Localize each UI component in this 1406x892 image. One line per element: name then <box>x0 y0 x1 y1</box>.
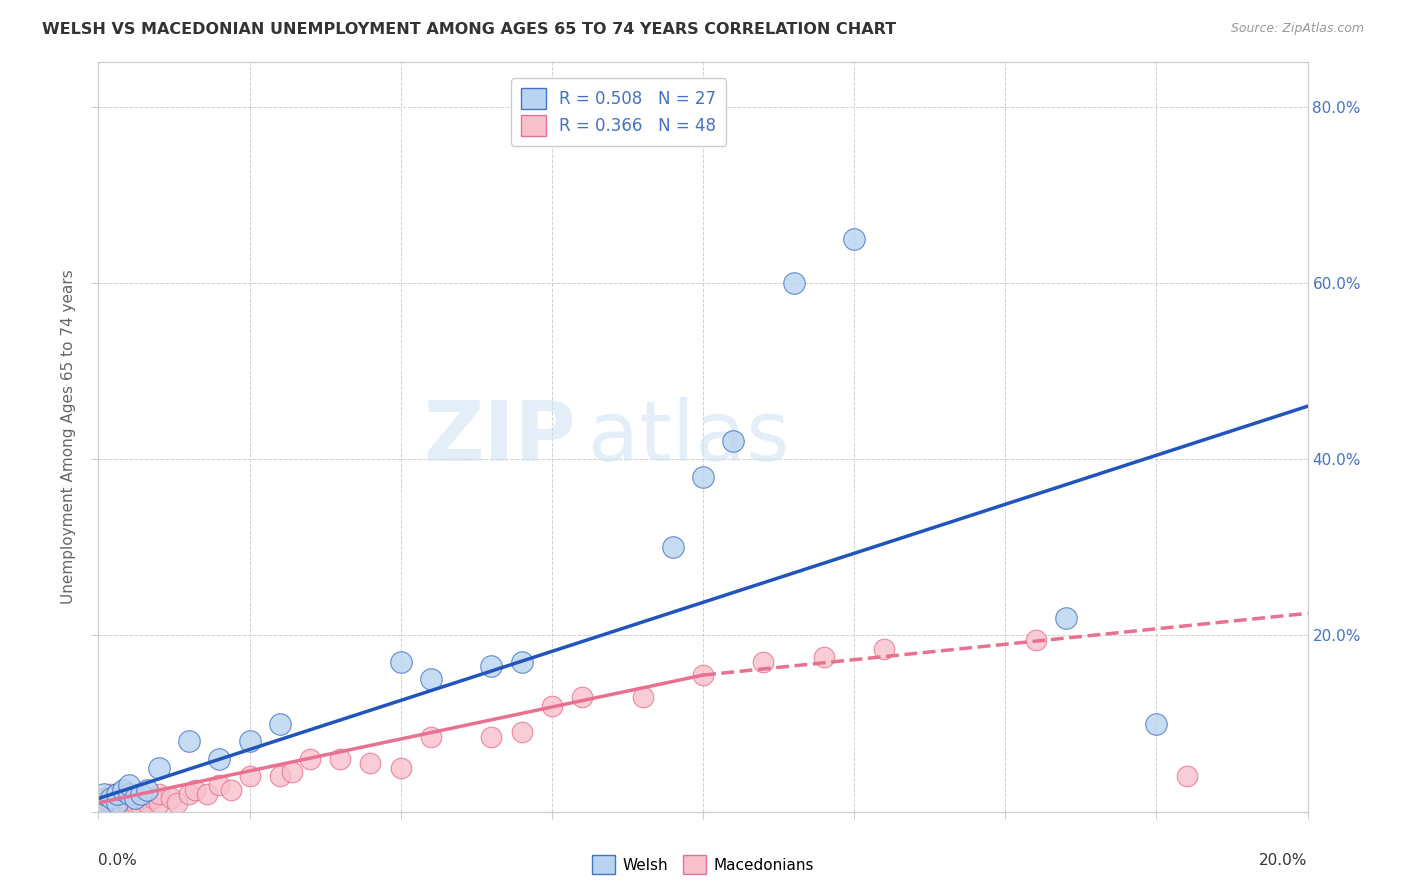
Point <box>142 791 165 805</box>
Point <box>100 800 122 814</box>
Point <box>389 655 412 669</box>
Point <box>239 734 262 748</box>
Point <box>420 673 443 687</box>
Text: Source: ZipAtlas.com: Source: ZipAtlas.com <box>1230 22 1364 36</box>
Point <box>118 778 141 792</box>
Point <box>360 756 382 771</box>
Point <box>631 690 654 705</box>
Point <box>111 800 134 814</box>
Point <box>269 769 291 783</box>
Text: ZIP: ZIP <box>423 397 576 477</box>
Point <box>111 782 134 797</box>
Point <box>105 796 128 810</box>
Point <box>844 232 866 246</box>
Point <box>166 796 188 810</box>
Point <box>420 730 443 744</box>
Point <box>1175 769 1198 783</box>
Point <box>118 787 141 801</box>
Point <box>93 800 115 814</box>
Point <box>692 469 714 483</box>
Point <box>783 276 806 290</box>
Point <box>135 782 157 797</box>
Point <box>129 787 152 801</box>
Point <box>723 434 745 449</box>
Point <box>93 787 115 801</box>
Point <box>111 791 134 805</box>
Point <box>1054 611 1077 625</box>
Point <box>118 800 141 814</box>
Legend: Welsh, Macedonians: Welsh, Macedonians <box>586 849 820 880</box>
Point <box>1144 716 1167 731</box>
Point <box>93 796 115 810</box>
Point <box>160 791 183 805</box>
Text: atlas: atlas <box>588 397 790 477</box>
Point <box>93 796 115 810</box>
Point <box>148 796 170 810</box>
Text: 0.0%: 0.0% <box>98 853 138 868</box>
Text: 20.0%: 20.0% <box>1260 853 1308 868</box>
Point <box>1024 632 1046 647</box>
Point <box>105 796 128 810</box>
Text: WELSH VS MACEDONIAN UNEMPLOYMENT AMONG AGES 65 TO 74 YEARS CORRELATION CHART: WELSH VS MACEDONIAN UNEMPLOYMENT AMONG A… <box>42 22 896 37</box>
Point <box>299 752 322 766</box>
Point <box>510 655 533 669</box>
Point <box>118 787 141 801</box>
Point <box>129 791 152 805</box>
Point <box>129 800 152 814</box>
Point <box>281 765 304 780</box>
Point <box>118 796 141 810</box>
Legend: R = 0.508   N = 27, R = 0.366   N = 48: R = 0.508 N = 27, R = 0.366 N = 48 <box>510 78 725 145</box>
Point <box>148 761 170 775</box>
Point <box>571 690 593 705</box>
Point <box>540 698 562 713</box>
Point <box>481 659 503 673</box>
Point <box>124 791 146 805</box>
Point <box>135 796 157 810</box>
Point <box>329 752 352 766</box>
Point <box>148 787 170 801</box>
Point <box>208 752 231 766</box>
Point <box>100 787 122 801</box>
Point <box>221 782 243 797</box>
Point <box>105 787 128 801</box>
Point <box>124 796 146 810</box>
Point <box>873 641 896 656</box>
Point <box>179 734 201 748</box>
Point <box>269 716 291 731</box>
Point <box>239 769 262 783</box>
Point <box>389 761 412 775</box>
Y-axis label: Unemployment Among Ages 65 to 74 years: Unemployment Among Ages 65 to 74 years <box>60 269 76 605</box>
Point <box>752 655 775 669</box>
Point <box>661 541 683 555</box>
Point <box>93 791 115 805</box>
Point <box>100 796 122 810</box>
Point <box>481 730 503 744</box>
Point <box>124 787 146 801</box>
Point <box>184 782 207 797</box>
Point <box>510 725 533 739</box>
Point <box>692 668 714 682</box>
Point <box>208 778 231 792</box>
Point <box>195 787 218 801</box>
Point <box>105 800 128 814</box>
Point <box>813 650 835 665</box>
Point <box>179 787 201 801</box>
Point <box>105 787 128 801</box>
Point <box>100 791 122 805</box>
